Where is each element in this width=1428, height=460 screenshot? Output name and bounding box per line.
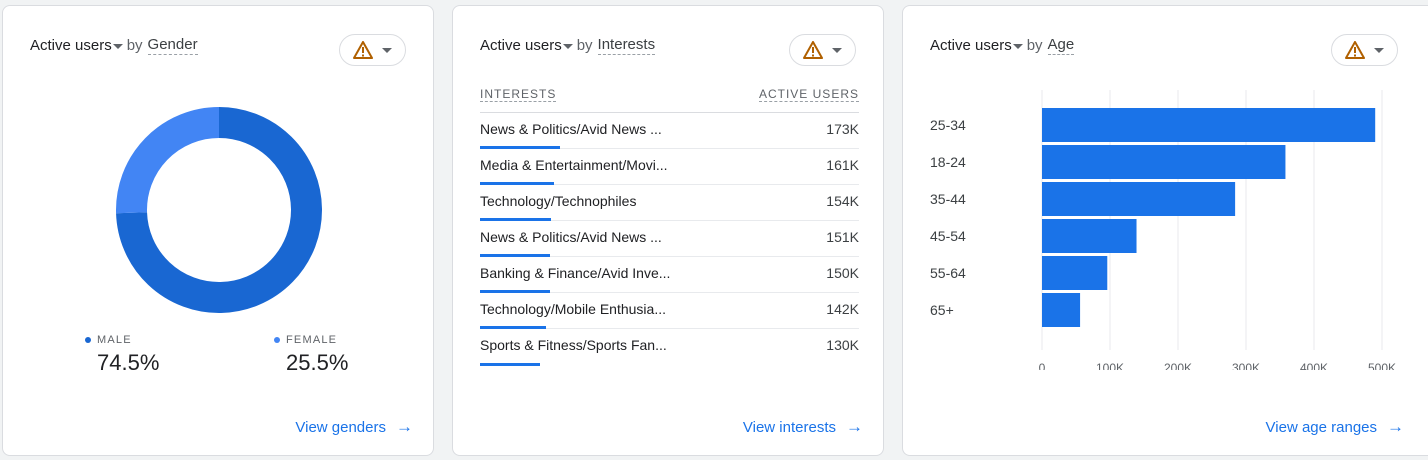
by-label: by [576,37,593,54]
by-label: by [1026,37,1043,54]
share-bar [480,182,554,185]
share-bar [480,290,550,293]
link-label: View age ranges [1265,418,1377,436]
legend-dot [85,337,91,343]
interest-value: 151K [826,228,859,245]
table-header: INTERESTS ACTIVE USERS [480,86,859,113]
y-category-label: 25-34 [930,117,966,133]
interest-value: 142K [826,300,859,317]
share-bar [480,254,550,257]
interest-label: Media & Entertainment/Movi... [480,156,668,173]
interests-table: INTERESTS ACTIVE USERS News & Politics/A… [480,86,859,366]
column-header-interests[interactable]: INTERESTS [480,87,557,102]
legend-value: 74.5% [97,350,160,375]
x-tick-label: 0 [1039,361,1046,370]
caret-down-icon [1374,47,1385,53]
data-quality-button[interactable] [789,34,856,66]
x-tick-label: 500K [1368,361,1396,370]
warning-triangle-icon [802,41,823,59]
arrow-right-icon: → [1387,417,1404,436]
table-row[interactable]: News & Politics/Avid News ... 151K [480,221,859,257]
caret-down-icon [382,47,393,53]
arrow-right-icon: → [396,417,413,436]
legend-label: FEMALE [286,334,338,346]
interest-label: Technology/Technophiles [480,192,637,209]
legend-female: FEMALE 25.5% [274,334,348,376]
interest-label: Sports & Fitness/Sports Fan... [480,337,667,353]
interest-label: Technology/Mobile Enthusia... [480,300,666,317]
legend-label: MALE [97,334,132,346]
interest-value: 150K [826,264,859,281]
link-label: View interests [742,418,836,436]
warning-triangle-icon [352,41,373,59]
card-title: Active users by Interests [480,36,656,55]
bar-65+[interactable] [1042,293,1081,327]
dimension-selector[interactable]: Interests [597,36,656,55]
metric-selector[interactable]: Active users [930,37,1012,54]
gender-card: Active users by Gender MALE 74.5% FEMALE… [2,5,434,456]
x-tick-label: 300K [1232,361,1260,370]
y-category-label: 65+ [930,302,954,318]
x-tick-label: 200K [1164,361,1192,370]
by-label: by [126,37,143,54]
link-label: View genders [295,418,386,436]
interests-card: Active users by Interests INTERESTS ACTI… [452,5,884,456]
interest-label: News & Politics/Avid News ... [480,120,662,137]
interest-value: 154K [826,192,859,209]
legend-male: MALE 74.5% [85,334,159,376]
caret-down-icon[interactable] [1012,44,1023,49]
bar-25-34[interactable] [1042,108,1376,142]
x-tick-label: 400K [1300,361,1328,370]
table-row[interactable]: Technology/Mobile Enthusia... 142K [480,293,859,329]
interest-value: 161K [826,156,859,173]
card-title: Active users by Age [930,36,1075,55]
legend-value: 25.5% [286,350,349,375]
x-tick-label: 100K [1096,361,1124,370]
view-genders-link[interactable]: View genders → [295,417,413,437]
table-row[interactable]: News & Politics/Avid News ... 173K [480,113,859,149]
interest-value: 130K [826,337,859,353]
table-row[interactable]: Banking & Finance/Avid Inve... 150K [480,257,859,293]
y-category-label: 55-64 [930,265,966,281]
caret-down-icon [832,47,843,53]
share-bar [480,146,560,149]
share-bar [480,363,540,366]
caret-down-icon[interactable] [562,44,573,49]
caret-down-icon[interactable] [112,44,123,49]
donut-slice-male[interactable] [116,107,322,313]
dimension-selector[interactable]: Age [1047,36,1075,55]
data-quality-button[interactable] [339,34,406,66]
view-interests-link[interactable]: View interests → [743,417,863,437]
column-header-active-users[interactable]: ACTIVE USERS [758,87,859,102]
share-bar [480,218,551,221]
age-card: Active users by Age 0 100K 200K 300K 400K 500… [902,5,1428,456]
arrow-right-icon: → [846,417,863,436]
bar-18-24[interactable] [1042,145,1286,179]
interest-label: Banking & Finance/Avid Inve... [480,264,671,281]
data-quality-button[interactable] [1331,34,1398,66]
y-category-label: 18-24 [930,154,966,170]
warning-triangle-icon [1344,41,1365,59]
interest-label: News & Politics/Avid News ... [480,228,662,245]
donut-slice-female[interactable] [116,107,220,214]
bar-55-64[interactable] [1042,256,1108,290]
bar-45-54[interactable] [1042,219,1137,253]
table-row[interactable]: Technology/Technophiles 154K [480,185,859,221]
bar-35-44[interactable] [1042,182,1236,216]
dimension-selector[interactable]: Gender [147,36,198,55]
metric-selector[interactable]: Active users [480,37,562,54]
table-row[interactable]: Sports & Fitness/Sports Fan... 130K [480,329,859,366]
view-age-ranges-link[interactable]: View age ranges → [1266,417,1404,437]
y-category-label: 45-54 [930,228,966,244]
gender-donut-chart [116,107,322,313]
y-category-label: 35-44 [930,191,966,207]
legend-dot [274,337,280,343]
metric-selector[interactable]: Active users [30,37,112,54]
interest-value: 173K [826,120,859,137]
table-row[interactable]: Media & Entertainment/Movi... 161K [480,149,859,185]
share-bar [480,326,546,329]
card-title: Active users by Gender [30,36,198,55]
age-bar-chart: 0 100K 200K 300K 400K 500K 25-34 18-24 35-44 45-5… [930,90,1396,370]
